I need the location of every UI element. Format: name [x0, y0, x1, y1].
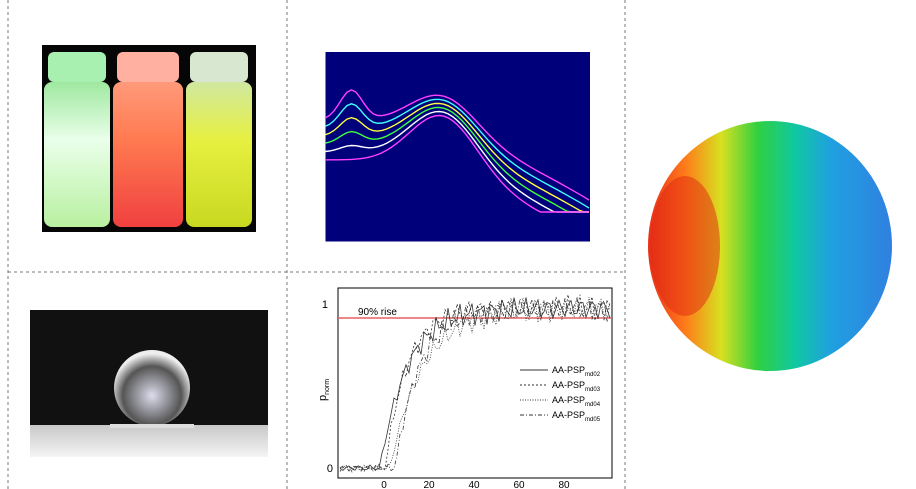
legend-name: AA-PSP	[552, 365, 585, 375]
legend-sub: md05	[585, 417, 601, 423]
y-axis-label: pnorm	[317, 379, 331, 401]
x-tick-label: 80	[558, 480, 570, 489]
legend-name: AA-PSP	[552, 395, 585, 405]
spectra-plot	[325, 52, 590, 242]
y-tick-label: 1	[322, 299, 328, 311]
x-tick-label: 40	[468, 480, 480, 489]
legend-sub: md03	[585, 387, 601, 393]
legend-sub: md02	[585, 372, 601, 378]
x-tick-label: 60	[513, 480, 525, 489]
figure-collage: 90% rise 1 0 pnorm 020406080AA-PSPmd02AA…	[0, 0, 916, 489]
droplet-photo	[30, 310, 268, 457]
x-tick-label: 20	[423, 480, 435, 489]
legend-name: AA-PSP	[552, 380, 585, 390]
legend-name: AA-PSP	[552, 410, 585, 420]
pressure-map	[648, 121, 892, 371]
y-tick-label: 0	[327, 463, 333, 475]
vials-photo	[42, 45, 256, 232]
annotation: 90% rise	[358, 307, 397, 318]
x-tick-label: 0	[381, 480, 387, 489]
legend-sub: md04	[585, 402, 601, 408]
